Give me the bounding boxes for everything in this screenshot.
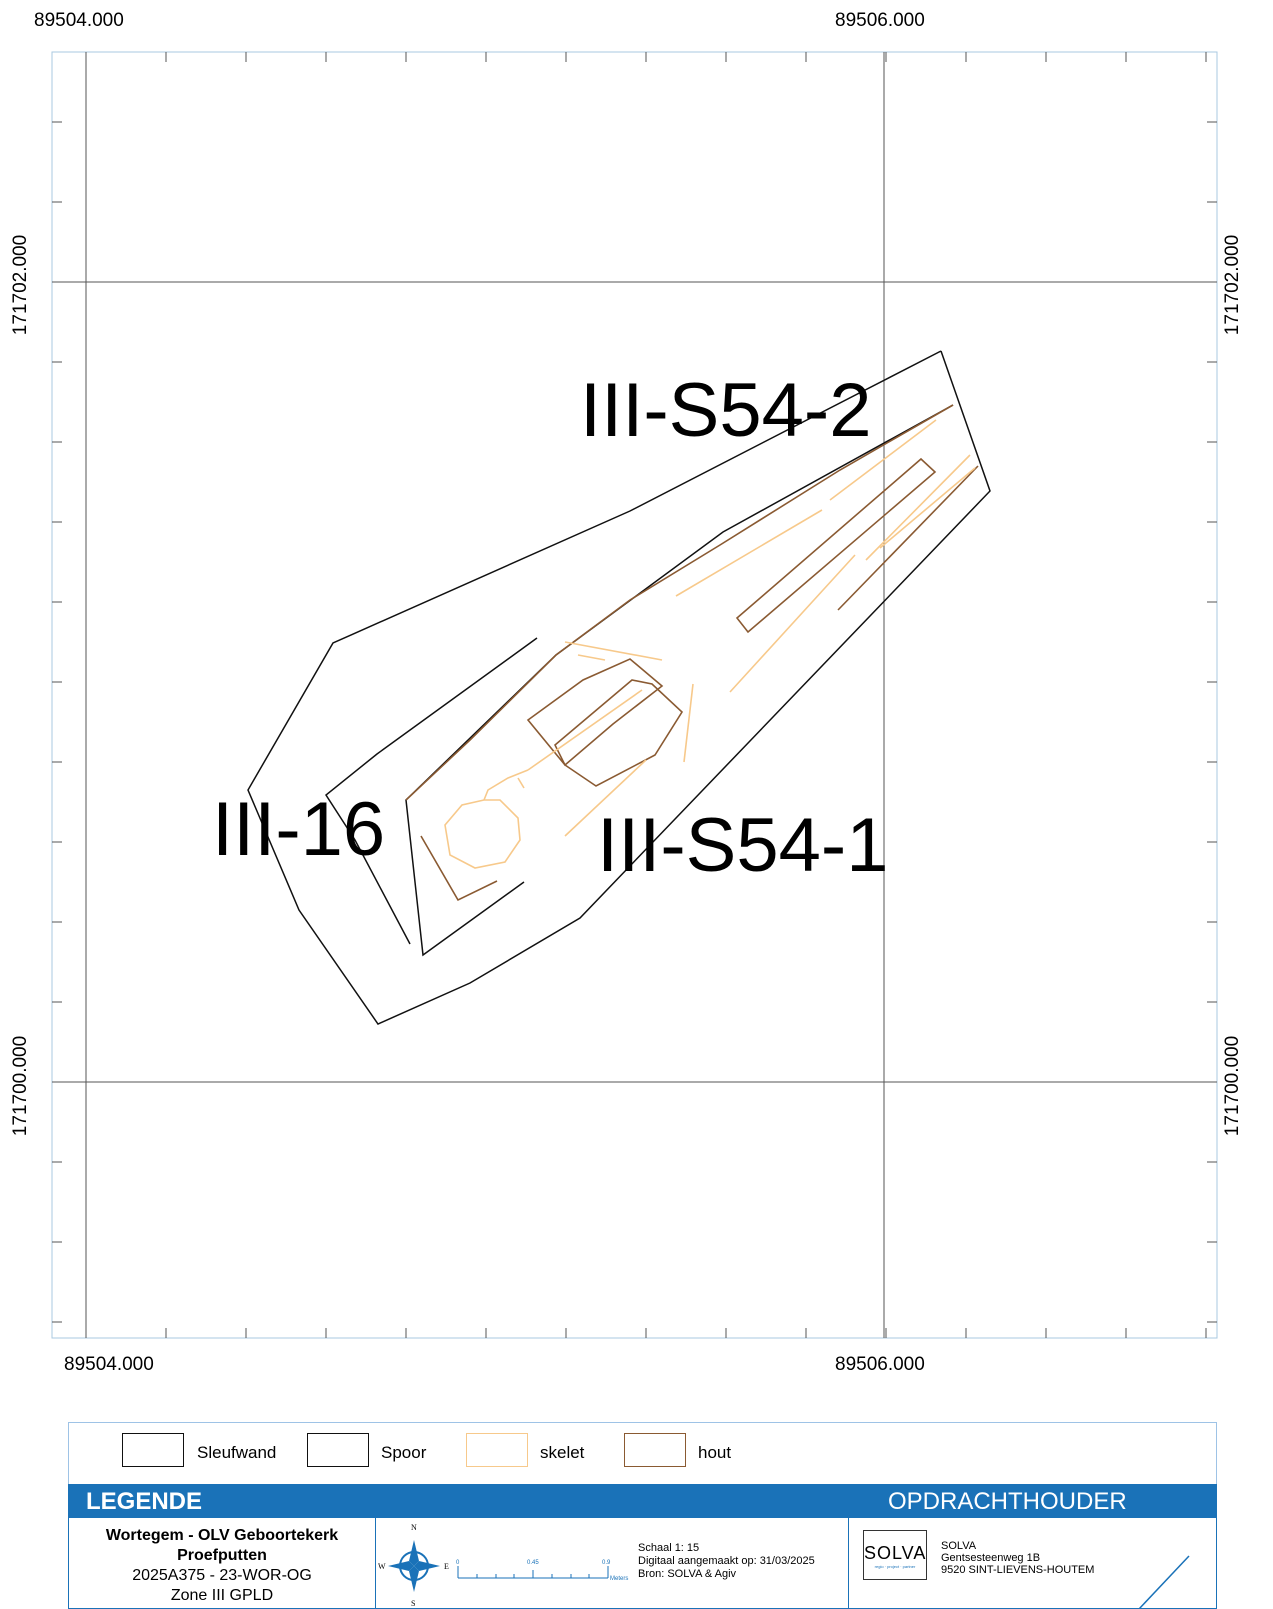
solva-logo: SOLVA regio · project · partner bbox=[863, 1530, 927, 1580]
data-source: Bron: SOLVA & Agiv bbox=[638, 1568, 737, 1580]
compass-e: E bbox=[444, 1562, 449, 1571]
title-block: Wortegem - OLV Geboortekerk Proefputten … bbox=[68, 1518, 1217, 1609]
scale-unit: Meters bbox=[610, 1576, 628, 1582]
scale-ratio: Schaal 1: 15 bbox=[638, 1542, 700, 1554]
made-date: Digitaal aangemaakt op: 31/03/2025 bbox=[638, 1555, 815, 1567]
scale-tick-09: 0.9 bbox=[602, 1560, 611, 1566]
map-frame bbox=[51, 51, 1218, 1339]
solva-logo-text: SOLVA bbox=[864, 1543, 927, 1563]
client-city: 9520 SINT-LIEVENS-HOUTEM bbox=[941, 1564, 1095, 1576]
hout-features bbox=[405, 404, 979, 902]
compass-s: S bbox=[411, 1599, 415, 1608]
label-iii-16: III-16 bbox=[212, 787, 385, 872]
client-name: SOLVA bbox=[941, 1540, 977, 1552]
x-coord-bottom-right: 89506.000 bbox=[835, 1354, 925, 1375]
x-coord-top-right: 89506.000 bbox=[835, 10, 925, 31]
legend-label-hout: hout bbox=[698, 1443, 732, 1462]
solva-logo-sub: regio · project · partner bbox=[874, 1564, 916, 1569]
compass-n: N bbox=[411, 1523, 417, 1532]
legend-symbols: Sleufwand Spoor skelet hout bbox=[68, 1422, 1217, 1484]
swatch-sleufwand bbox=[122, 1433, 184, 1467]
legend-label-spoor: Spoor bbox=[381, 1443, 427, 1462]
legend-label-skelet: skelet bbox=[540, 1443, 585, 1462]
client-street: Gentsesteenweg 1B bbox=[941, 1552, 1041, 1564]
x-coord-top-left: 89504.000 bbox=[34, 10, 124, 31]
compass-and-scalebar: N S E W 0 0.45 0.9 Meters bbox=[378, 1523, 628, 1608]
map-canvas: III-S54-2 III-S54-1 III-16 bbox=[51, 51, 1218, 1339]
sleufwand-outline bbox=[247, 350, 991, 1025]
project-code: 2025A375 - 23-WOR-OG bbox=[132, 1567, 312, 1584]
client-title: OPDRACHTHOUDER bbox=[888, 1488, 1127, 1515]
swatch-skelet bbox=[466, 1433, 528, 1467]
project-name: Wortegem - OLV Geboortekerk bbox=[105, 1527, 339, 1544]
skelet-features bbox=[444, 419, 976, 869]
corner-decoration bbox=[1138, 1555, 1190, 1609]
scale-info: N S E W 0 0.45 0.9 Meters bbox=[376, 1518, 849, 1609]
scale-tick-0: 0 bbox=[456, 1560, 460, 1566]
compass-rose-icon: N S E W bbox=[378, 1523, 449, 1608]
client-info: SOLVA regio · project · partner SOLVA Ge… bbox=[849, 1518, 1218, 1609]
frame-ticks bbox=[52, 52, 1217, 1338]
project-info: Wortegem - OLV Geboortekerk Proefputten … bbox=[69, 1518, 376, 1609]
client-address: SOLVA Gentsesteenweg 1B 9520 SINT-LIEVEN… bbox=[941, 1540, 1094, 1576]
legend-label-sleufwand: Sleufwand bbox=[197, 1443, 277, 1462]
swatch-hout bbox=[624, 1433, 686, 1467]
label-iii-s54-2: III-S54-2 bbox=[580, 368, 871, 453]
scale-text: Schaal 1: 15 Digitaal aangemaakt op: 31/… bbox=[638, 1542, 815, 1581]
compass-w: W bbox=[378, 1562, 386, 1571]
legend-title: LEGENDE bbox=[86, 1488, 203, 1515]
swatch-spoor bbox=[307, 1433, 369, 1467]
scale-tick-045: 0.45 bbox=[527, 1560, 539, 1566]
project-zone: Zone III GPLD bbox=[170, 1587, 274, 1604]
label-iii-s54-1: III-S54-1 bbox=[597, 803, 888, 888]
project-type: Proefputten bbox=[177, 1547, 267, 1564]
x-coord-bottom-left: 89504.000 bbox=[64, 1354, 154, 1375]
legend-banner: LEGENDE OPDRACHTHOUDER bbox=[68, 1484, 1217, 1518]
scale-bar bbox=[457, 1566, 609, 1579]
